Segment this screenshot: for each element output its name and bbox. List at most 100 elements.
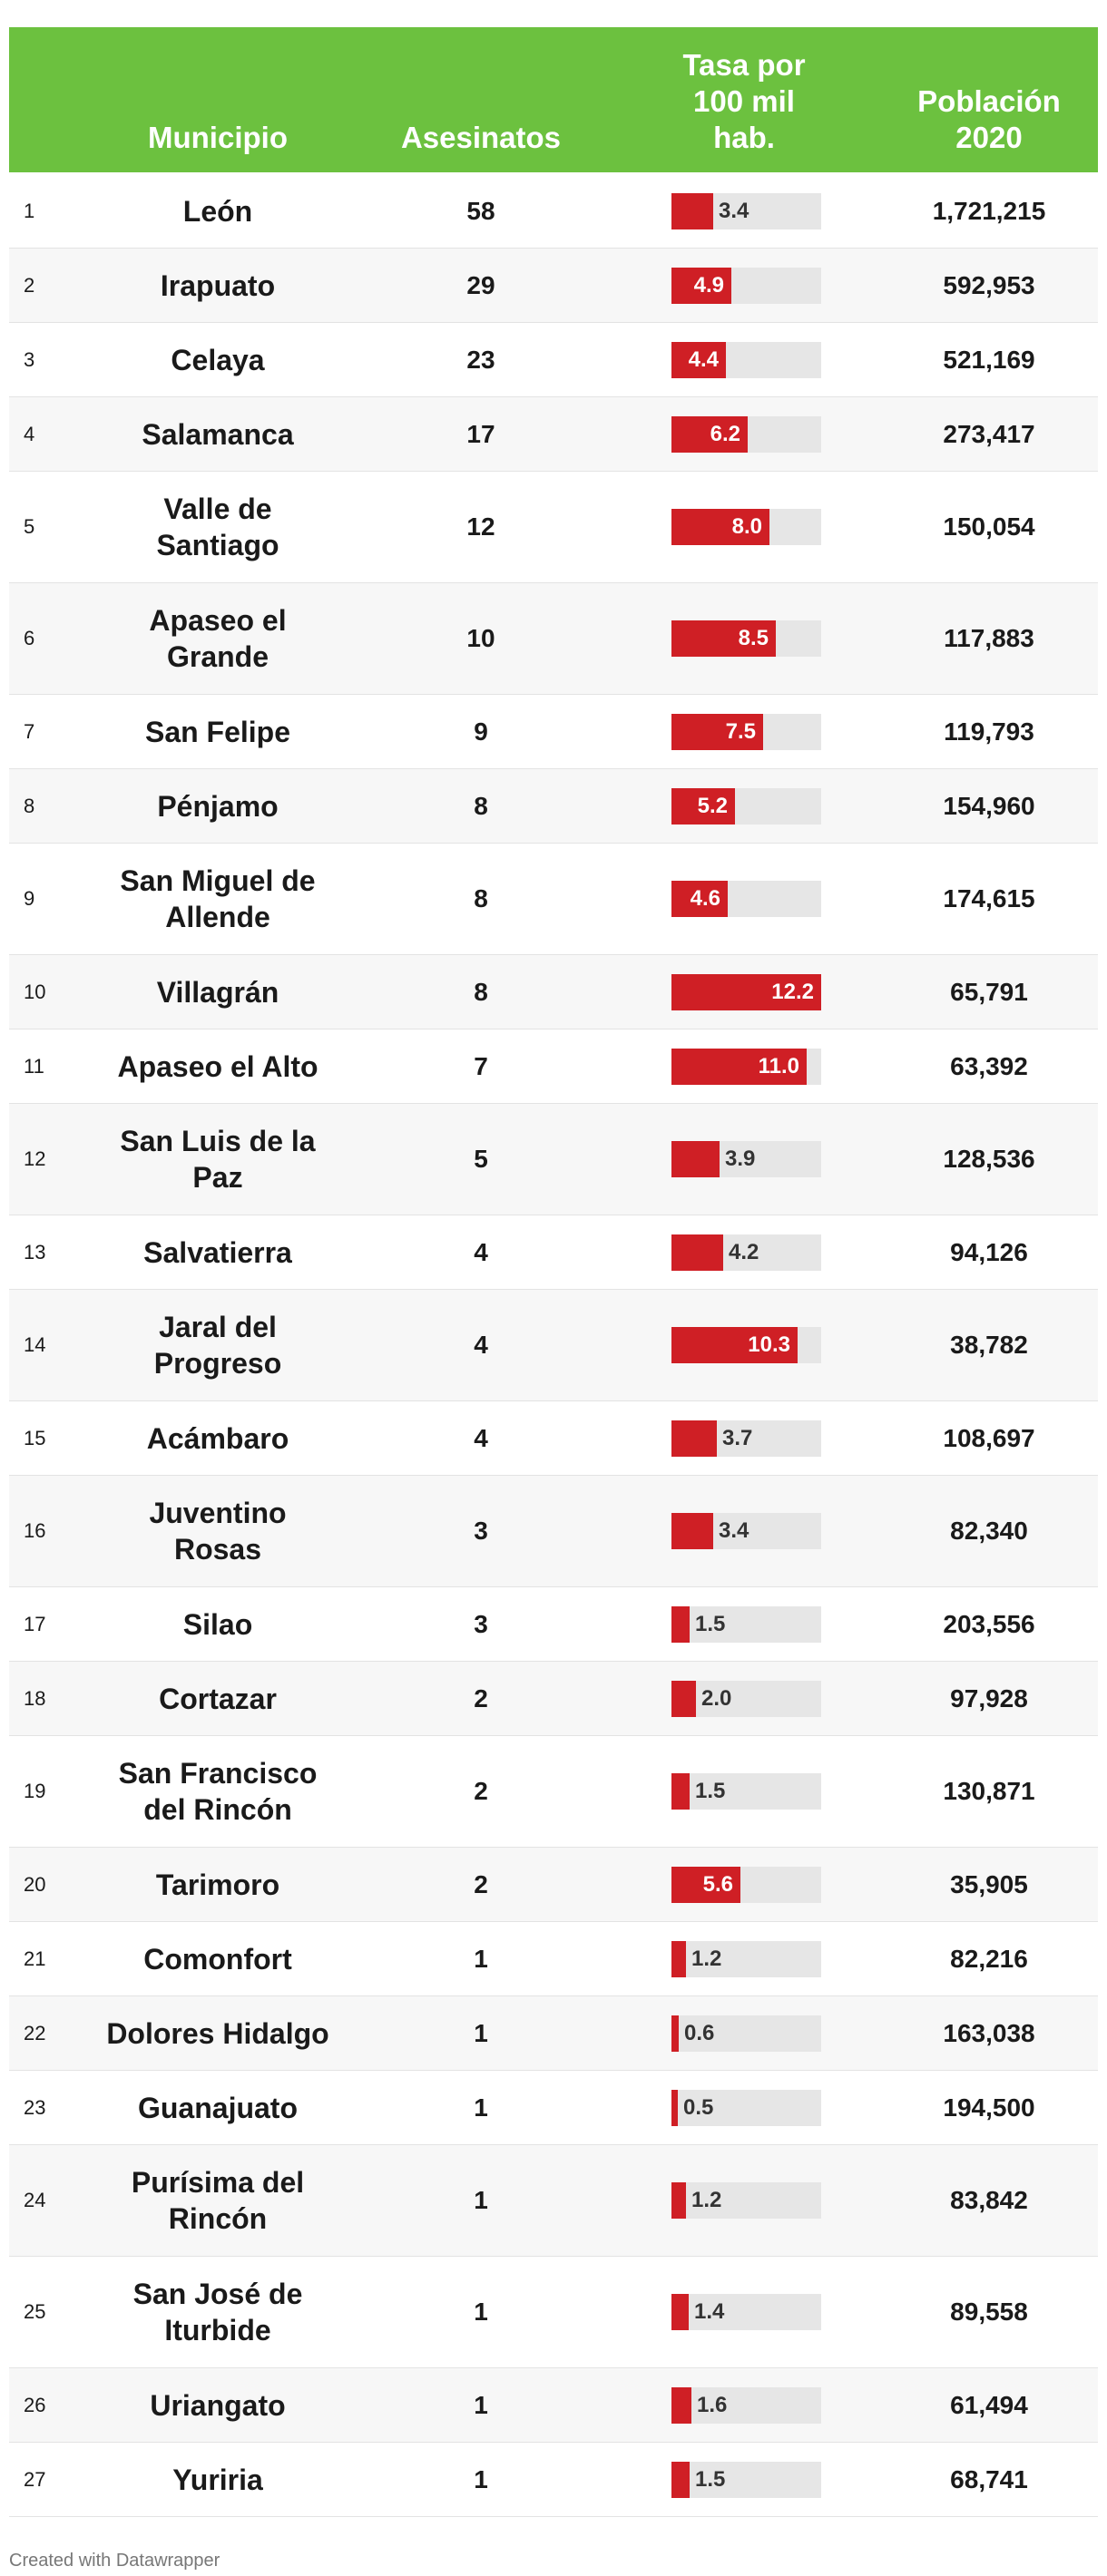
table-row: 11 Apaseo el Alto 7 11.0 63,392 [9,1029,1098,1104]
row-rank: 24 [24,2189,46,2211]
row-municipio: Cortazar [100,1662,336,1735]
row-poblacion: 38,782 [950,1331,1028,1359]
row-tasa: 1.4 [671,2257,821,2367]
row-poblacion: 89,558 [950,2298,1028,2326]
tasa-bar [671,509,769,545]
row-tasa: 5.6 [671,1848,821,1921]
municipio-name: Dolores Hidalgo [106,2015,328,2052]
row-rank: 11 [24,1054,44,1078]
tasa-bar [671,1234,723,1271]
municipio-line: Tarimoro [155,1868,280,1901]
row-rank: 14 [24,1333,46,1356]
header-poblacion-line: 2020 [955,121,1023,154]
tasa-bar [671,1048,807,1085]
row-tasa: 1.5 [671,1736,821,1847]
row-rank: 23 [24,2095,46,2119]
row-tasa: 11.0 [671,1029,821,1103]
row-rank: 6 [24,627,35,649]
row-poblacion: 521,169 [943,345,1035,374]
municipio-line: San Felipe [144,715,291,748]
header-asesinatos[interactable]: Asesinatos [400,121,562,154]
municipio-name: Pénjamo [157,788,278,825]
row-asesinatos: 1 [474,2390,488,2419]
row-asesinatos: 12 [466,512,495,541]
row-municipio: Purísima del Rincón [100,2145,336,2256]
header-municipio[interactable]: Municipio [148,121,288,154]
municipio-name: Salamanca [142,416,293,453]
row-municipio: Valle de Santiago [100,472,336,582]
row-asesinatos: 17 [466,419,495,448]
tasa-bar [671,2182,686,2219]
table-row: 27 Yuriria 1 1.5 68,741 [9,2443,1098,2517]
row-municipio: Villagrán [100,955,336,1029]
row-poblacion: 163,038 [943,2018,1035,2047]
municipio-name: Comonfort [143,1941,292,1977]
table-row: 7 San Felipe 9 7.5 119,793 [9,695,1098,769]
table-row: 25 San José de Iturbide 1 1.4 89,558 [9,2257,1098,2368]
row-poblacion: 97,928 [950,1683,1028,1712]
tasa-value-label: 1.6 [697,2392,728,2417]
tasa-value-label: 3.7 [722,1425,753,1450]
table-row: 19 San Francisco del Rincón 2 1.5 130,871 [9,1736,1098,1848]
tasa-bar-track: 8.0 [671,509,821,545]
municipio-name: Apaseo el Alto [117,1049,318,1085]
tasa-bar-track: 1.4 [671,2294,821,2330]
municipio-line: León [182,194,253,228]
tasa-value-label: 1.4 [694,2299,725,2324]
tasa-bar-track: 11.0 [671,1048,821,1085]
municipio-line: Rosas [173,1533,262,1566]
tasa-value-label: 3.4 [719,1518,749,1543]
tasa-bar [671,2294,689,2330]
row-asesinatos: 4 [474,1423,488,1452]
municipio-line: Salamanca [142,417,294,451]
footer-credit[interactable]: Created with Datawrapper [9,2551,220,2571]
row-poblacion: 119,793 [944,717,1034,746]
data-table: Municipio Asesinatos Tasa por 100 mil ha… [9,27,1098,2517]
row-poblacion: 203,556 [943,1609,1035,1638]
tasa-bar [671,2386,691,2424]
row-asesinatos: 1 [474,2093,488,2122]
header-poblacion-line: Población [917,84,1061,118]
tasa-value-label: 1.5 [695,2466,726,2492]
tasa-bar [671,2461,690,2498]
municipio-line: Apaseo el Alto [117,1049,318,1083]
row-rank: 16 [24,1519,46,1542]
row-tasa: 3.4 [671,174,821,248]
row-poblacion: 1,721,215 [932,196,1046,225]
tasa-bar-track: 3.9 [671,1141,821,1177]
row-rank: 10 [24,980,46,1003]
row-asesinatos: 8 [474,977,488,1006]
row-asesinatos: 10 [466,624,495,652]
municipio-name: Yuriria [172,2462,263,2498]
row-municipio: Guanajuato [100,2071,336,2144]
row-poblacion: 117,883 [944,624,1034,652]
header-poblacion[interactable]: Población 2020 [880,83,1098,156]
table-row: 5 Valle de Santiago 12 8.0 150,054 [9,472,1098,583]
tasa-value-label: 1.2 [691,1946,722,1971]
tasa-value-label: 0.6 [684,2020,715,2045]
row-municipio: Silao [100,1587,336,1661]
municipio-name: Apaseo el Grande [149,602,286,675]
tasa-value-label: 4.4 [688,346,719,372]
municipio-name: Celaya [171,342,264,378]
row-rank: 21 [24,1947,46,1970]
tasa-bar-track: 1.5 [671,1773,821,1810]
row-rank: 5 [24,515,35,538]
tasa-bar-track: 4.9 [671,267,821,304]
row-rank: 9 [24,887,35,910]
tasa-bar-track: 4.2 [671,1234,821,1271]
tasa-value-label: 2.0 [701,1685,732,1711]
header-tasa[interactable]: Tasa por 100 mil hab. [653,47,835,156]
table-row: 16 Juventino Rosas 3 3.4 82,340 [9,1476,1098,1587]
tasa-bar [671,267,731,304]
municipio-line: del Rincón [143,1793,292,1826]
tasa-bar-track: 3.4 [671,192,821,229]
tasa-value-label: 3.9 [725,1147,756,1171]
municipio-line: San Miguel de [120,864,316,897]
municipio-name: Jaral del Progreso [154,1309,281,1381]
municipio-line: San Francisco [118,1757,318,1790]
row-tasa: 1.5 [671,2443,821,2516]
tasa-value-label: 7.5 [725,718,756,744]
municipio-line: Villagrán [156,975,279,1009]
tasa-value-label: 1.5 [695,1779,726,1803]
